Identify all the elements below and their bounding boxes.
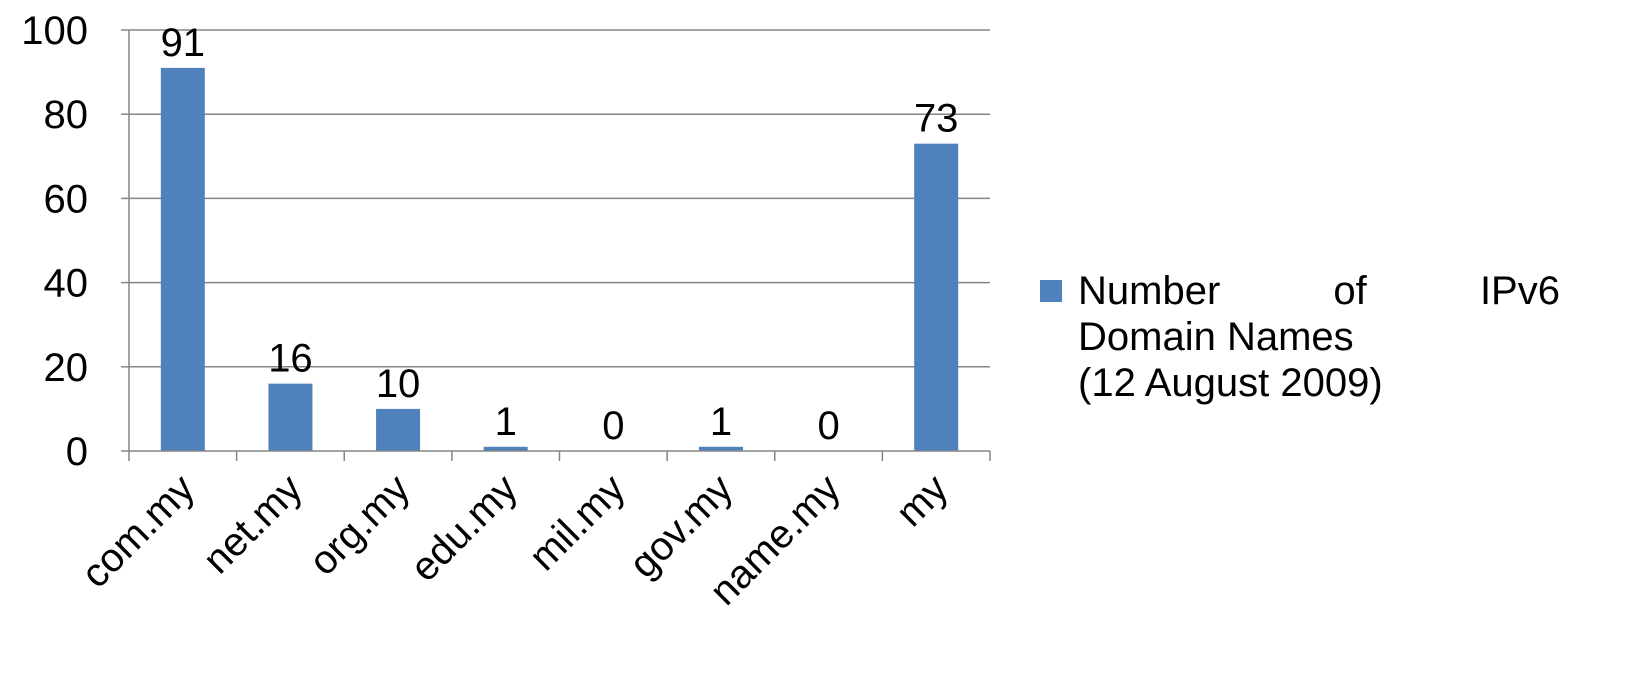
gridlines [129,29,990,368]
data-label: 10 [376,362,421,406]
x-category-label: mil.my [521,466,634,579]
x-category-label: com.my [73,466,203,596]
legend-swatch [1040,280,1062,302]
data-label: 1 [495,400,517,444]
bar [376,408,421,451]
x-category-label: my [888,466,957,535]
y-tick-label: 80 [44,93,89,137]
legend-word: Number [1078,269,1221,313]
bars [160,67,959,452]
x-category-label: net.my [195,466,311,582]
y-tick-label: 20 [44,346,89,390]
legend-line: Domain Names [1078,315,1354,359]
legend-entry-label: Number of IPv6 Domain Names (12 August 2… [1078,268,1560,406]
data-label: 1 [710,400,732,444]
bar [268,383,313,451]
y-tick-label: 60 [44,177,89,221]
data-label: 0 [817,404,839,448]
y-tick-label: 100 [21,9,88,53]
y-tick-label: 40 [44,262,89,306]
axes [121,29,991,461]
bar [914,143,959,452]
data-label: 73 [914,97,959,141]
x-category-label: org.my [301,466,419,584]
bar [698,446,743,451]
x-category-label: edu.my [402,466,526,590]
y-tick-label: 0 [66,430,88,474]
legend: Number of IPv6 Domain Names (12 August 2… [1040,268,1560,406]
legend-line: (12 August 2009) [1078,361,1383,405]
data-label: 91 [161,21,206,65]
bar [483,446,528,451]
legend-word: IPv6 [1479,269,1560,313]
bar [160,67,205,451]
legend-word: of [1333,269,1367,313]
data-label: 16 [268,337,313,381]
data-label: 0 [602,404,624,448]
